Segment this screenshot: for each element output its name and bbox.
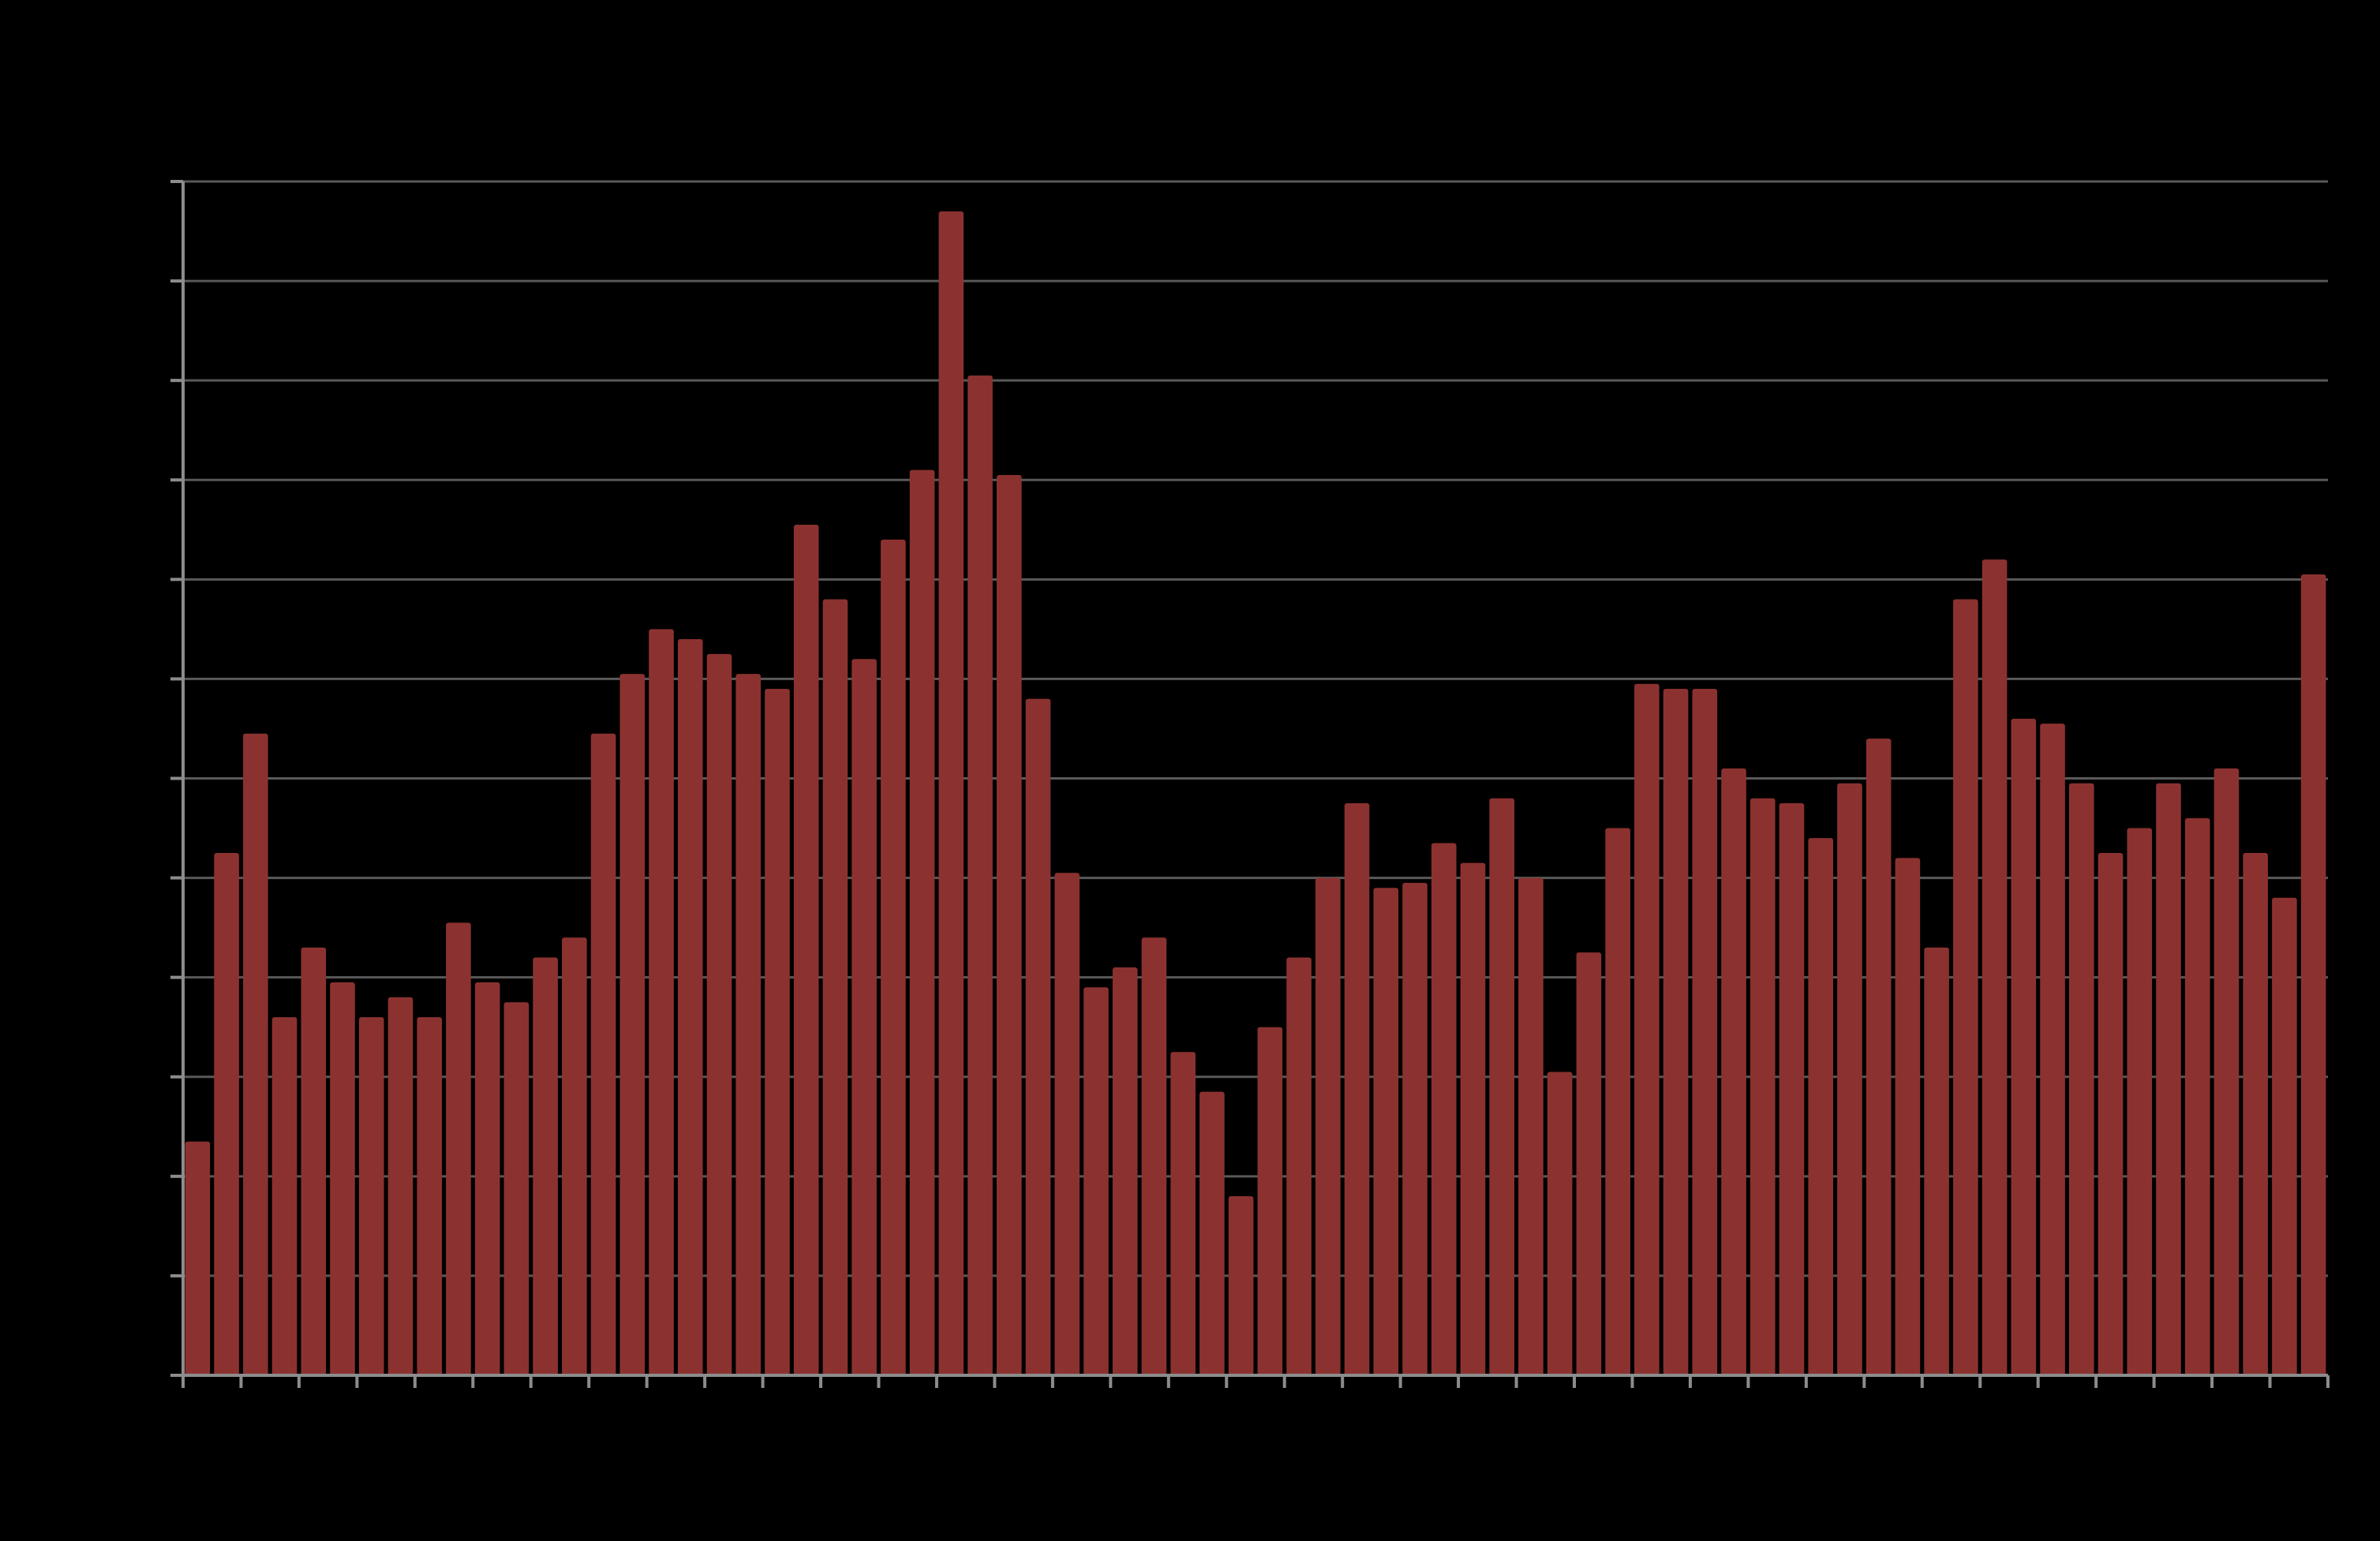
bar <box>2069 783 2094 1375</box>
bar <box>417 1017 442 1375</box>
bar <box>851 659 877 1375</box>
bar <box>1228 1196 1254 1375</box>
bar <box>474 982 500 1375</box>
bar <box>1779 803 1805 1375</box>
bar <box>503 1002 530 1375</box>
bar <box>2184 817 2210 1375</box>
bar <box>2156 783 2181 1375</box>
bar <box>1460 862 1486 1375</box>
bar <box>2213 768 2240 1375</box>
bar <box>185 1141 211 1375</box>
bar <box>765 689 790 1375</box>
bar <box>677 638 703 1375</box>
bar <box>1721 768 1746 1375</box>
bar <box>2011 718 2037 1375</box>
bar <box>358 1017 384 1375</box>
bar <box>1634 683 1660 1375</box>
bar <box>1344 803 1370 1375</box>
bar <box>1083 987 1109 1375</box>
bar <box>1692 689 1718 1375</box>
bar <box>997 474 1022 1376</box>
bar <box>1749 798 1776 1375</box>
bar <box>706 653 732 1375</box>
bar <box>1837 783 1862 1375</box>
bar <box>1373 888 1399 1375</box>
bar <box>1981 559 2008 1375</box>
bar <box>243 733 268 1375</box>
bar <box>1895 858 1921 1375</box>
bar <box>2127 828 2153 1375</box>
bar <box>1315 877 1341 1375</box>
bar <box>1489 798 1514 1375</box>
bar <box>1170 1052 1196 1375</box>
bar <box>909 469 935 1375</box>
bar <box>2040 724 2065 1375</box>
bar <box>649 629 674 1376</box>
bars <box>185 211 2326 1376</box>
bar <box>2300 574 2326 1375</box>
bar <box>1286 957 1312 1375</box>
bar <box>446 922 471 1375</box>
bar <box>881 539 906 1375</box>
bar <box>1431 843 1457 1375</box>
bar <box>1605 828 1630 1375</box>
bar <box>301 947 327 1375</box>
bar <box>822 599 848 1375</box>
bar <box>1808 838 1834 1375</box>
bar <box>533 957 558 1375</box>
bar <box>735 674 762 1375</box>
bar <box>1924 947 1949 1375</box>
bar <box>1141 937 1167 1375</box>
bar <box>330 982 355 1375</box>
bar <box>1865 739 1892 1375</box>
bar <box>1518 877 1544 1375</box>
bar <box>2272 897 2297 1375</box>
bar <box>1663 689 1689 1375</box>
bar <box>1054 873 1080 1375</box>
bar <box>1025 698 1051 1375</box>
bar <box>1547 1072 1573 1375</box>
bar <box>1199 1091 1225 1375</box>
bar <box>938 211 964 1376</box>
bar <box>562 937 587 1375</box>
bar <box>387 997 414 1375</box>
bar <box>2097 853 2124 1375</box>
bar <box>214 853 239 1375</box>
bar <box>619 674 646 1375</box>
bar <box>1257 1027 1283 1375</box>
bar <box>1402 882 1428 1375</box>
bar <box>2243 853 2268 1375</box>
bar <box>1112 967 1138 1375</box>
axes <box>170 180 2329 1388</box>
bar <box>1953 599 1978 1375</box>
bar <box>793 524 819 1375</box>
bar <box>271 1017 298 1375</box>
bar <box>967 375 993 1375</box>
bar <box>1576 952 1602 1375</box>
bar <box>590 733 616 1375</box>
